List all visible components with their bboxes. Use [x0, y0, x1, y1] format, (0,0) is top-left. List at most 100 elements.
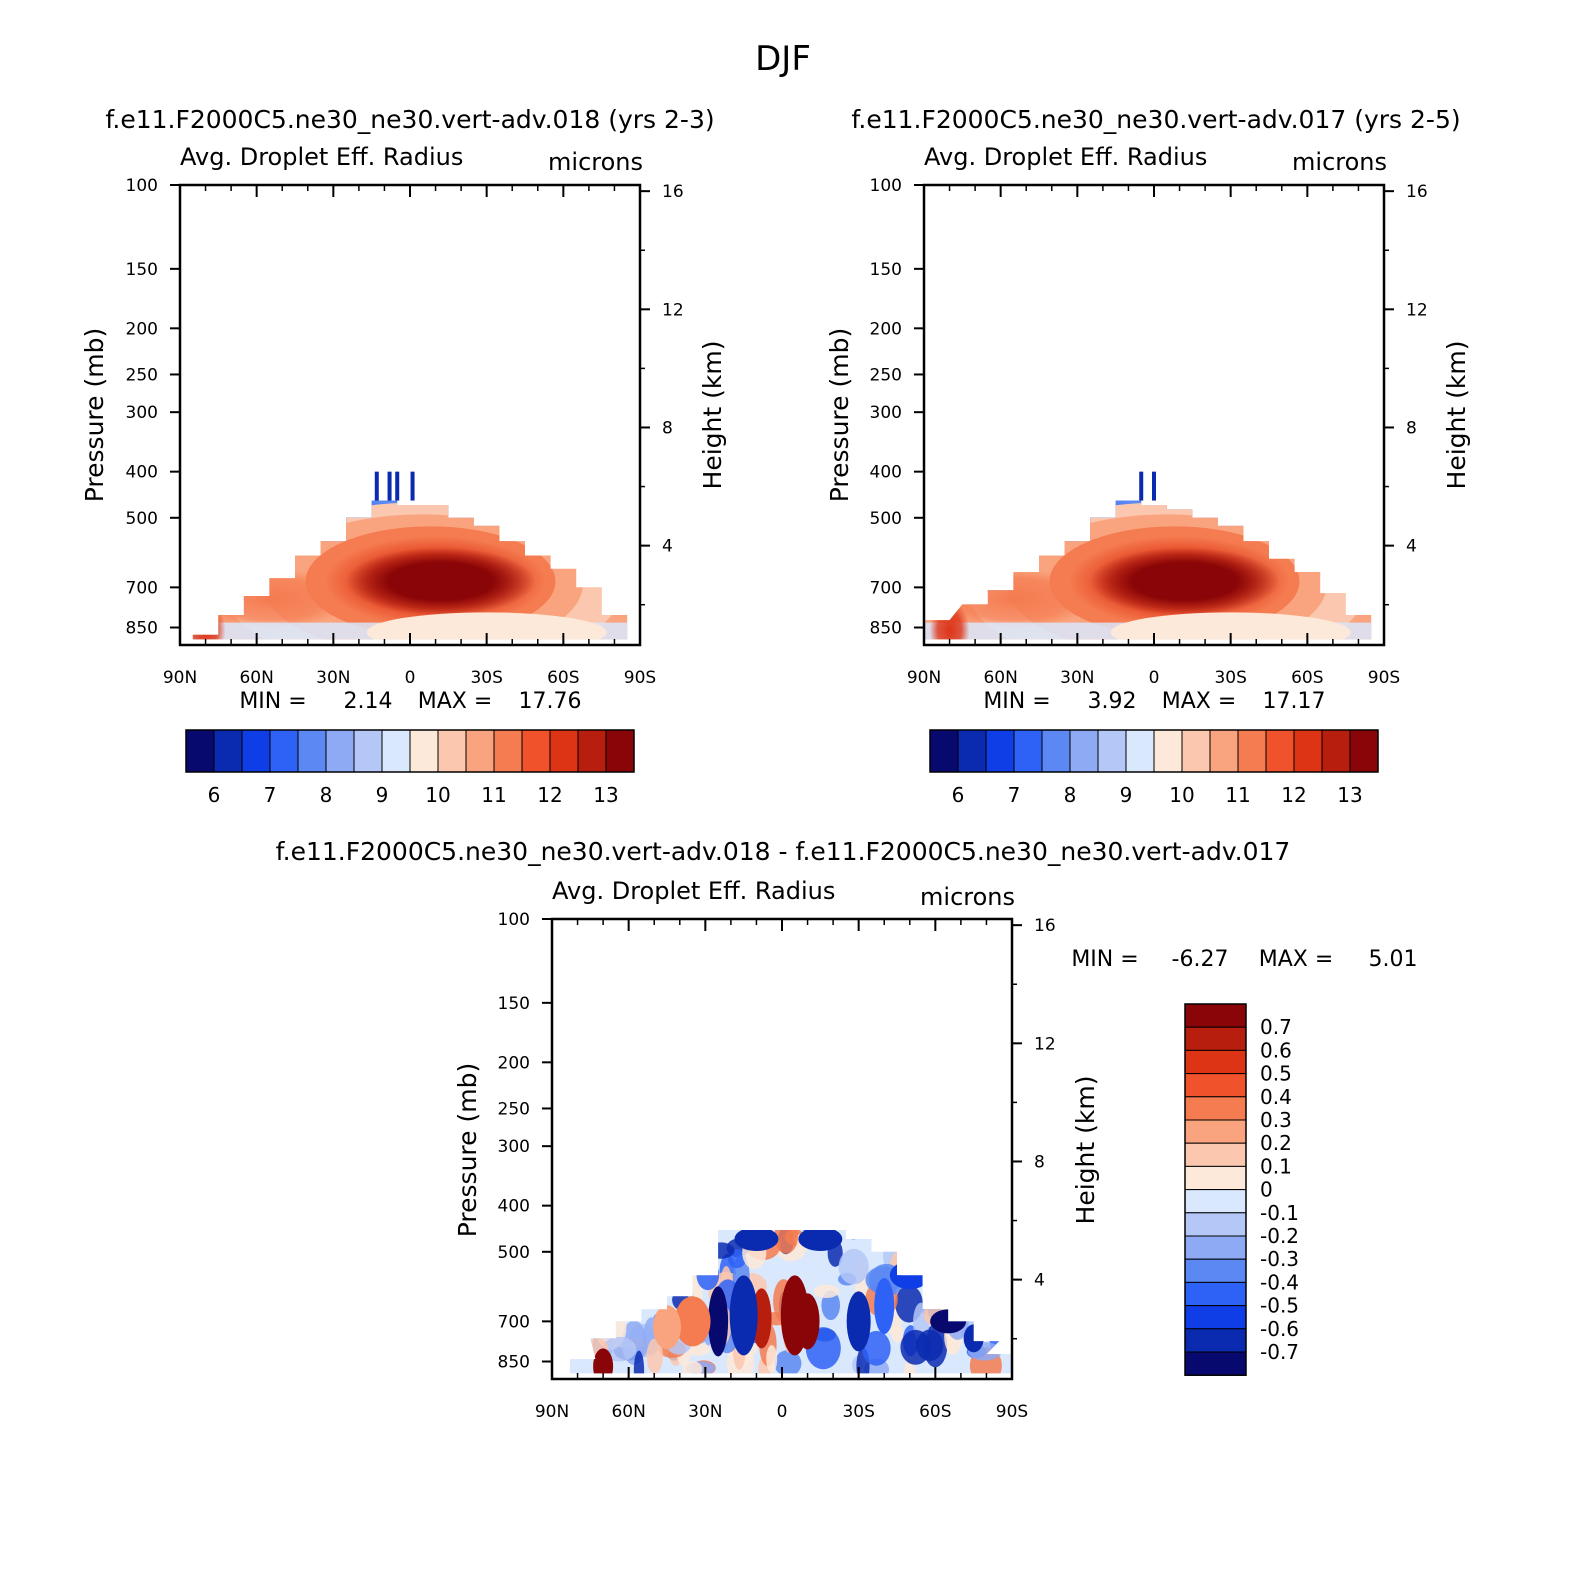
y-tick-label: 700 — [870, 578, 902, 598]
field-blob — [695, 1245, 707, 1263]
colorbar-box — [1184, 1328, 1247, 1353]
colorbar: 6 7 8 9 10 11 12 13 — [185, 729, 635, 807]
field-blob — [604, 1235, 624, 1279]
contour-field — [924, 500, 1372, 640]
field-blob — [929, 599, 970, 640]
variable-name: Avg. Droplet Eff. Radius — [924, 143, 1207, 171]
y2-tick-label: 8 — [1406, 418, 1417, 438]
field-blob — [903, 1358, 916, 1374]
y-tick-label: 250 — [870, 365, 902, 385]
field-blob — [994, 1230, 1003, 1242]
y-axis-label: Pressure (mb) — [453, 1063, 482, 1237]
y-tick-label: 400 — [498, 1197, 530, 1217]
colorbar-label: 0.5 — [1260, 1062, 1292, 1086]
field-blob — [604, 1268, 625, 1303]
colorbar-box — [549, 729, 579, 773]
field-blob — [614, 1288, 629, 1313]
y-tick-label: 150 — [870, 260, 902, 280]
colorbar-box — [985, 729, 1015, 773]
colorbar-label: 13 — [593, 783, 618, 807]
colorbar-label: 0.6 — [1260, 1038, 1292, 1062]
field-blob — [954, 1230, 987, 1260]
y-tick-label: 400 — [126, 463, 158, 483]
colorbar-box — [1265, 729, 1295, 773]
field-blob — [674, 1296, 711, 1347]
colorbar-box — [1184, 1189, 1247, 1214]
field-blob — [192, 599, 226, 640]
colorbar-label: 13 — [1337, 783, 1362, 807]
field-blob — [593, 1348, 614, 1374]
y2-tick-label: 8 — [662, 418, 673, 438]
field-blob — [345, 547, 536, 616]
colorbar-label: 7 — [1008, 783, 1021, 807]
min-value: 3.92 — [1088, 689, 1137, 714]
colorbar-box — [1184, 1212, 1247, 1237]
field-blob — [570, 1298, 603, 1340]
y-tick-label: 200 — [498, 1053, 530, 1073]
field-blob — [618, 1233, 650, 1273]
field-blob — [366, 612, 607, 640]
colorbar-box — [325, 729, 355, 773]
x-tick-label: 60N — [983, 668, 1017, 688]
field-blob — [696, 1259, 720, 1291]
colorbar-vertical: 0.70.60.50.40.30.20.10-0.1-0.2-0.3-0.4-0… — [1184, 1003, 1299, 1376]
colorbar-box — [605, 729, 635, 773]
x-tick-label: 90S — [624, 668, 656, 688]
cloud-top-spike — [1139, 471, 1144, 501]
colorbar-label: 12 — [537, 783, 562, 807]
colorbar-box — [353, 729, 383, 773]
x-tick-label: 60N — [239, 668, 273, 688]
field-blob — [985, 1230, 996, 1248]
y-tick-label: 250 — [498, 1099, 530, 1119]
field-blob — [961, 1267, 995, 1302]
field-blob — [987, 1259, 998, 1298]
y2-tick-label: 16 — [1034, 916, 1056, 936]
y-tick-label: 850 — [498, 1353, 530, 1373]
colorbar-box — [1321, 729, 1351, 773]
x-tick-label: 90S — [996, 1402, 1028, 1422]
colorbar-box — [1184, 1049, 1247, 1075]
variable-name: Avg. Droplet Eff. Radius — [552, 877, 835, 905]
field-blob — [612, 1237, 622, 1275]
colorbar-label: -0.7 — [1260, 1340, 1299, 1364]
x-tick-label: 60N — [611, 1402, 645, 1422]
x-tick-label: 60S — [1291, 668, 1323, 688]
cloud-top-spike — [410, 471, 415, 501]
colorbar-box — [241, 729, 271, 773]
field-blob — [653, 1305, 681, 1350]
y2-axis-label: Height (km) — [698, 341, 727, 490]
colorbar-label: 0.1 — [1260, 1154, 1292, 1178]
y-tick-label: 150 — [126, 260, 158, 280]
field-blob — [813, 1284, 840, 1298]
x-tick-label: 90N — [535, 1402, 569, 1422]
colorbar-box — [1153, 729, 1183, 773]
case-title: f.e11.F2000C5.ne30_ne30.vert-adv.018 - f… — [276, 837, 1291, 866]
field-blob — [629, 1238, 661, 1273]
colorbar-frame — [185, 729, 635, 773]
field-blob — [634, 1230, 670, 1263]
cloud-top-spikes — [374, 471, 415, 501]
field-blob — [942, 1241, 951, 1283]
x-tick-label: 60S — [919, 1402, 951, 1422]
field-blob — [838, 1248, 869, 1285]
contour-field — [569, 1230, 1012, 1374]
colorbar-box — [1184, 1235, 1247, 1260]
field-blob — [575, 1241, 593, 1270]
colorbar-label: -0.1 — [1260, 1201, 1299, 1225]
field-blob — [641, 1248, 655, 1269]
x-tick-label: 60S — [547, 668, 579, 688]
colorbar-label: 8 — [1064, 783, 1077, 807]
y2-axis-label: Height (km) — [1071, 1076, 1100, 1225]
colorbar-box — [1184, 1305, 1247, 1330]
field-blob — [734, 1230, 779, 1251]
contour-field — [192, 500, 628, 640]
max-value: 17.17 — [1263, 689, 1326, 714]
y2-tick-label: 4 — [662, 537, 673, 557]
field-blob — [634, 1230, 660, 1237]
field-blob — [694, 1249, 707, 1271]
field-blob — [944, 1281, 960, 1301]
colorbar-label: 11 — [481, 783, 506, 807]
y-tick-label: 100 — [870, 176, 902, 196]
max-value: 5.01 — [1369, 947, 1418, 972]
colorbar-label: 0.4 — [1260, 1085, 1292, 1109]
